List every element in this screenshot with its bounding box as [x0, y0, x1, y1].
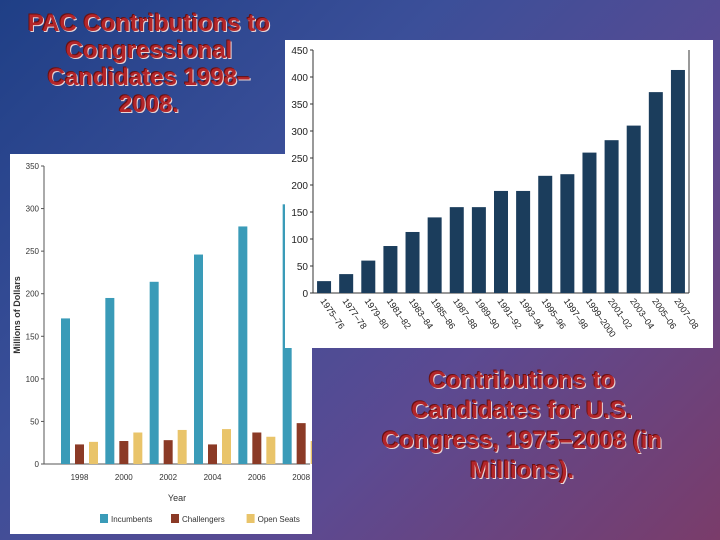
- slide-caption: Contributions to Candidates for U.S. Con…: [381, 367, 663, 484]
- y-tick-label: 200: [26, 290, 40, 299]
- y-tick-label: 400: [291, 73, 308, 84]
- bar: [604, 140, 619, 293]
- x-tick-label: 2008: [292, 473, 310, 482]
- bar-challengers: [208, 444, 217, 464]
- legend-label: Open Seats: [258, 515, 300, 524]
- bar-open-seats: [222, 429, 231, 464]
- y-tick-label: 250: [26, 247, 40, 256]
- bar: [648, 92, 663, 293]
- y-tick-label: 150: [291, 208, 308, 219]
- bar-open-seats: [133, 432, 143, 464]
- bar-open-seats: [89, 441, 98, 464]
- bar: [516, 190, 531, 293]
- bar: [449, 207, 464, 293]
- y-tick-label: 200: [291, 181, 308, 192]
- y-tick-label: 250: [291, 154, 308, 165]
- bar-challengers: [163, 440, 173, 464]
- bar: [317, 281, 332, 293]
- bar: [383, 246, 398, 293]
- bar-incumbents: [61, 318, 70, 464]
- legend-label: Incumbents: [111, 515, 152, 524]
- y-tick-label: 50: [30, 417, 39, 426]
- contributions-chart-panel: 0 50 100 150 200 250 300 350 400 450 1975–76 1977–7…: [285, 40, 713, 348]
- y-tick-label: 100: [26, 375, 40, 384]
- y-tick-label: 50: [297, 262, 309, 273]
- bar: [670, 69, 685, 293]
- y-tick-label: 0: [302, 289, 308, 300]
- bar-incumbents: [238, 226, 248, 464]
- bar-challengers: [252, 432, 262, 464]
- bar-incumbents: [149, 281, 159, 464]
- slide-title: PAC Contributions to Congressional Candi…: [27, 10, 271, 118]
- legend-label: Challengers: [182, 515, 225, 524]
- y-tick-label: 300: [26, 205, 40, 214]
- legend-swatch: [171, 514, 179, 523]
- y-tick-label: 150: [26, 332, 40, 341]
- x-tick-label: 2006: [248, 473, 266, 482]
- contributions-1975-2008-chart: 0501001502002503003504004501975–761977–7…: [291, 46, 700, 339]
- bar: [471, 207, 486, 293]
- y-tick-label: 0: [35, 460, 40, 469]
- bar-open-seats: [310, 441, 320, 464]
- y-tick-label: 350: [291, 100, 308, 111]
- x-axis-label: Year: [168, 493, 186, 503]
- bar: [361, 260, 376, 293]
- bar-incumbents: [105, 297, 115, 464]
- bar: [560, 174, 575, 293]
- bar: [626, 125, 641, 293]
- bar: [582, 152, 597, 293]
- x-tick-label: 2002: [159, 473, 177, 482]
- y-tick-label: 100: [291, 235, 308, 246]
- x-tick-label: 2000: [115, 473, 133, 482]
- bar-challengers: [119, 441, 129, 464]
- bar-challengers: [75, 444, 84, 464]
- y-tick-label: 300: [291, 127, 308, 138]
- bar: [339, 274, 354, 293]
- bar-challengers: [296, 423, 306, 464]
- y-tick-label: 350: [26, 162, 40, 171]
- bar: [538, 175, 553, 293]
- bar: [427, 217, 442, 293]
- y-axis-label: Millions of Dollars: [12, 276, 22, 354]
- legend-swatch: [246, 514, 255, 523]
- x-tick-label: 2004: [204, 473, 222, 482]
- bar-open-seats: [266, 436, 276, 464]
- pac-chart-panel: 0 50 100 150 200 250 300 350 1998 2000 2002 2004 200…: [10, 154, 320, 534]
- legend-swatch: [100, 514, 108, 523]
- bar-open-seats: [177, 429, 187, 464]
- bar: [494, 190, 508, 293]
- bar-incumbents: [194, 254, 203, 464]
- bar: [405, 231, 420, 293]
- x-tick-label: 1998: [71, 473, 89, 482]
- y-tick-label: 450: [291, 46, 308, 57]
